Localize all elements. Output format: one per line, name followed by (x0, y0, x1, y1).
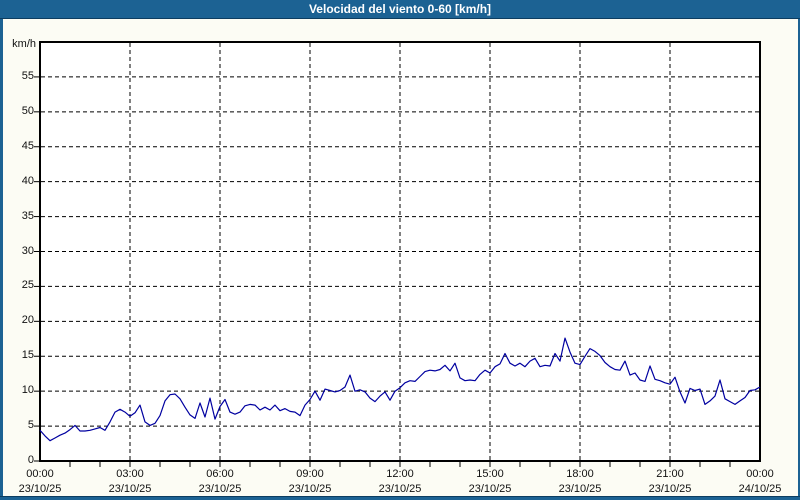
y-axis-tick-label: 50 (21, 104, 34, 117)
x-axis-time: 15:00 (476, 468, 504, 480)
x-axis-date: 23/10/25 (648, 483, 692, 495)
y-axis-tick-label: 0 (27, 454, 34, 466)
x-axis-tick-label: 09:00 23/10/25 (279, 466, 341, 498)
x-axis-tick-label: 03:00 23/10/25 (99, 466, 161, 498)
window-frame-left (0, 19, 3, 500)
y-axis-tick-label: 15 (21, 349, 34, 362)
x-axis-tick-label: 18:00 23/10/25 (549, 466, 611, 498)
y-axis-unit-label: km/h (12, 38, 36, 50)
x-axis-date: 23/10/25 (558, 483, 602, 495)
title-bar: Velocidad del viento 0-60 [km/h] (0, 0, 800, 19)
x-axis-time: 00:00 (26, 468, 54, 480)
y-axis-tick-label: 35 (21, 209, 34, 222)
chart-canvas (34, 41, 761, 467)
x-axis-tick-label: 12:00 23/10/25 (369, 466, 431, 498)
x-axis-time: 21:00 (656, 468, 684, 480)
x-axis-tick-label: 21:00 23/10/25 (639, 466, 701, 498)
y-axis-tick-label: 10 (21, 384, 34, 397)
y-axis-tick-label: 45 (21, 139, 34, 152)
x-axis-date: 23/10/25 (108, 483, 152, 495)
x-axis-tick-label: 15:00 23/10/25 (459, 466, 521, 498)
y-axis-tick-label: 55 (21, 69, 34, 82)
x-axis-time: 12:00 (386, 468, 414, 480)
wind-speed-line (39, 337, 761, 442)
y-axis-tick-label: 40 (21, 174, 34, 187)
chart-title: Velocidad del viento 0-60 [km/h] (308, 2, 492, 16)
window-frame-bottom (0, 496, 800, 500)
x-axis-tick-label: 06:00 23/10/25 (189, 466, 251, 498)
x-axis-tick-label: 00:00 24/10/25 (729, 466, 791, 498)
y-axis-tick-label: 25 (21, 279, 34, 292)
x-axis-tick-label: 00:00 23/10/25 (9, 466, 71, 498)
y-axis-tick-label: 5 (27, 419, 34, 432)
x-axis-time: 03:00 (116, 468, 144, 480)
x-axis-time: 09:00 (296, 468, 324, 480)
x-axis-time: 00:00 (746, 468, 774, 480)
x-axis-date: 23/10/25 (18, 483, 62, 495)
x-axis-time: 06:00 (206, 468, 234, 480)
x-axis-date: 24/10/25 (738, 483, 782, 495)
y-axis-tick-label: 30 (21, 244, 34, 257)
x-axis-date: 23/10/25 (198, 483, 242, 495)
y-axis-tick-label: 20 (21, 314, 34, 327)
x-axis-date: 23/10/25 (378, 483, 422, 495)
x-axis-date: 23/10/25 (288, 483, 332, 495)
x-axis-time: 18:00 (566, 468, 594, 480)
window-frame-right (798, 19, 800, 500)
x-axis-date: 23/10/25 (468, 483, 512, 495)
